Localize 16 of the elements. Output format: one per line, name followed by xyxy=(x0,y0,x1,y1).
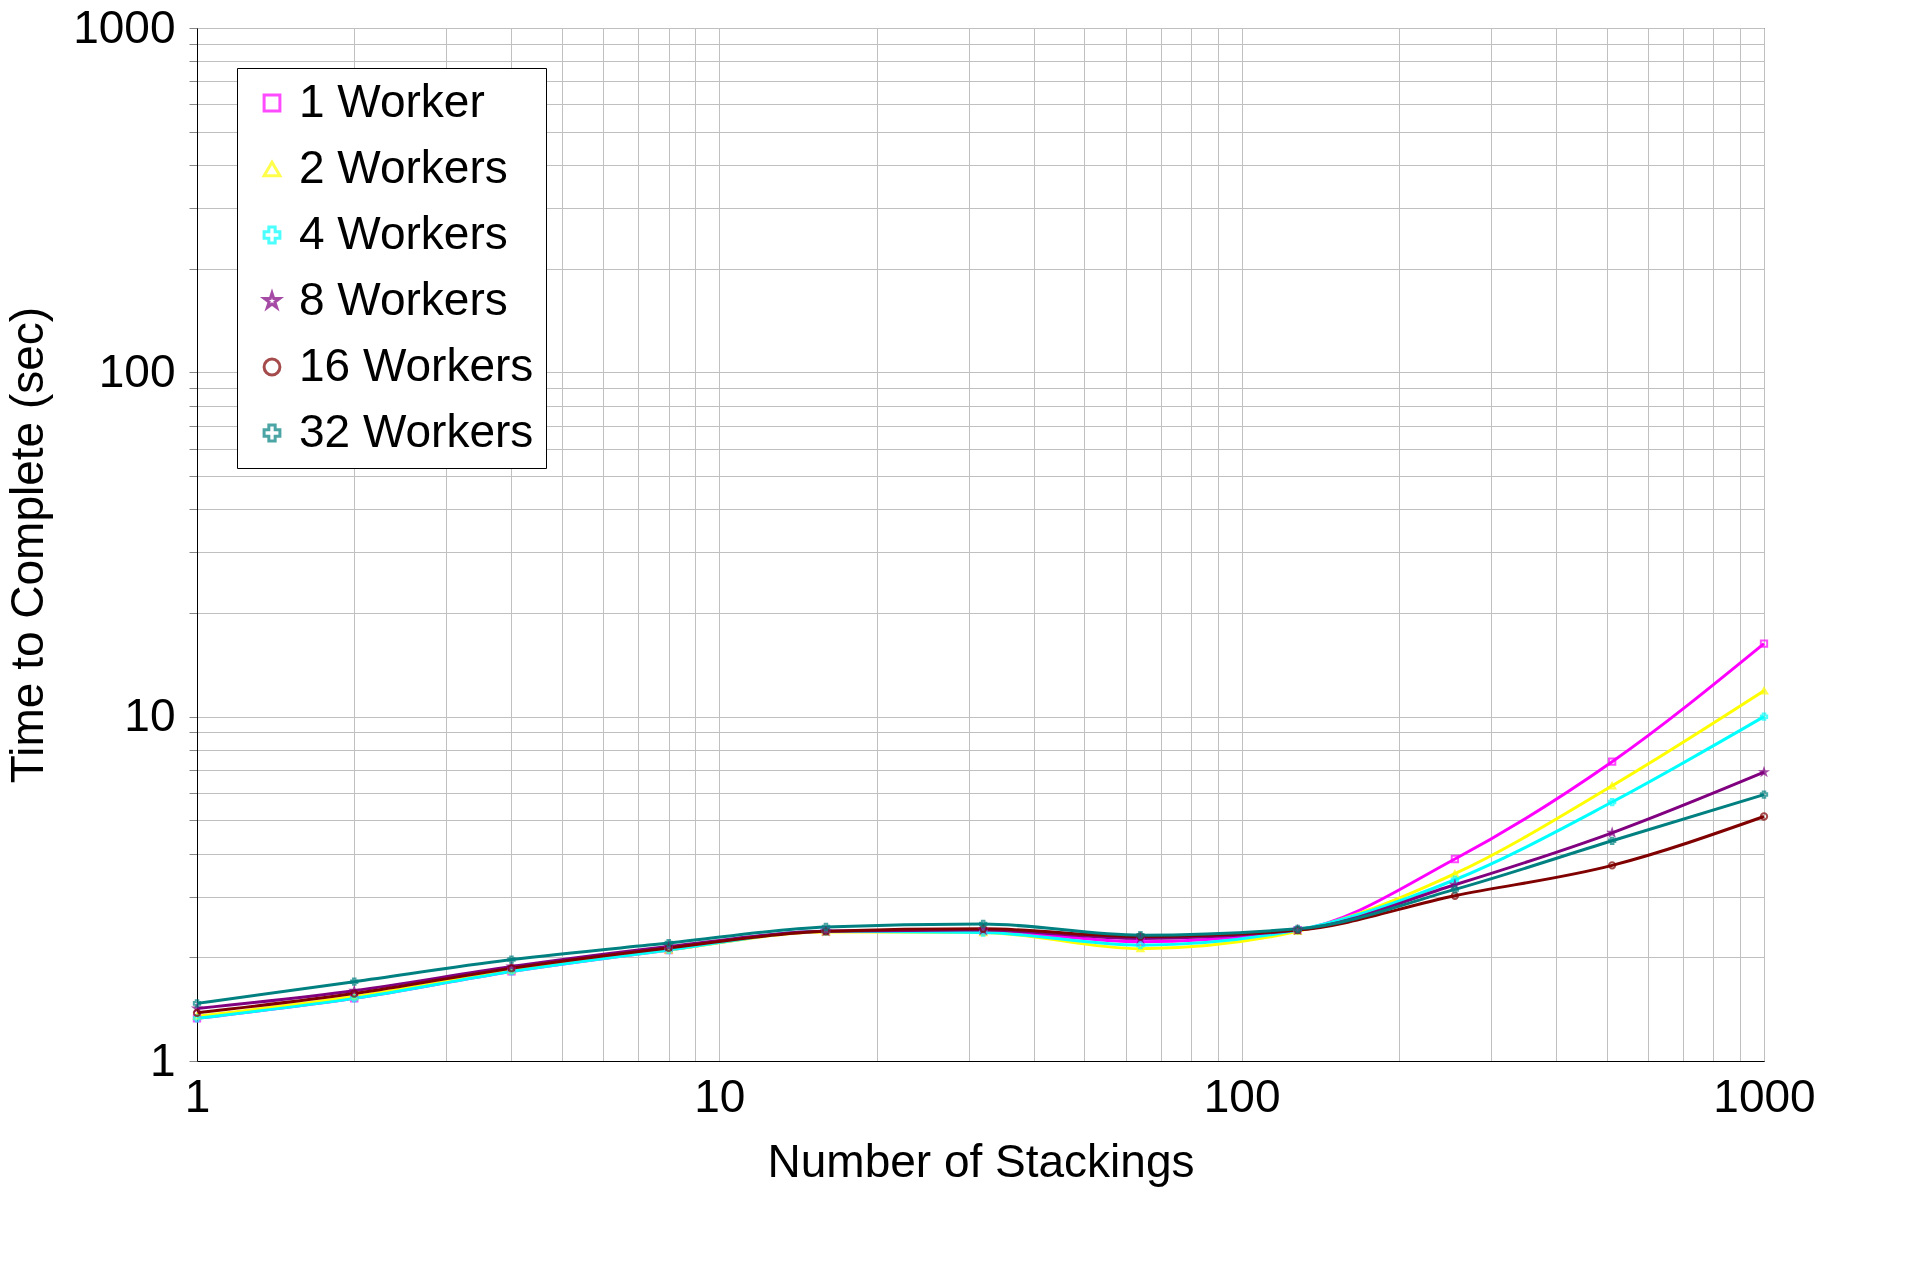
y-axis-title: Time to Complete (sec) xyxy=(1,306,54,784)
x-tick-label: 100 xyxy=(1203,1069,1281,1122)
x-tick-label: 10 xyxy=(694,1069,746,1122)
legend-label: 4 Workers xyxy=(299,207,508,259)
legend-label: 32 Workers xyxy=(299,405,534,457)
x-tick-label: 1000 xyxy=(1713,1069,1816,1122)
legend-label: 1 Worker xyxy=(299,75,485,127)
legend-label: 2 Workers xyxy=(299,141,508,193)
x-tick-label: 1 xyxy=(184,1069,211,1122)
y-tick-label: 1000 xyxy=(73,0,176,53)
legend-label: 8 Workers xyxy=(299,273,508,325)
x-axis-title: Number of Stackings xyxy=(767,1134,1195,1187)
y-tick-label: 10 xyxy=(124,689,176,742)
y-tick-label: 100 xyxy=(98,344,176,397)
y-tick-label: 1 xyxy=(149,1033,176,1086)
legend-label: 16 Workers xyxy=(299,339,534,391)
